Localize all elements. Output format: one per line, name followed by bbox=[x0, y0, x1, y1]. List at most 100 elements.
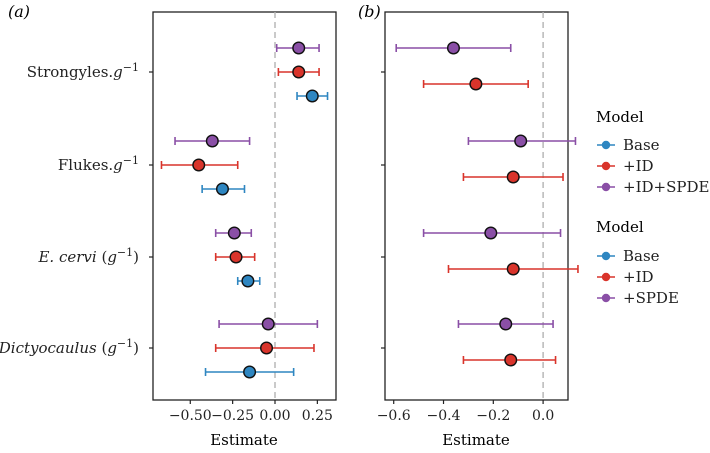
estimate-base bbox=[296, 89, 329, 103]
panel-a-x-axis: −0.50 −0.25 0.00 0.25 bbox=[169, 400, 333, 424]
category-label-name: Strongyles. bbox=[27, 63, 113, 81]
x-tick-label: 0.25 bbox=[302, 408, 333, 424]
estimate-base bbox=[236, 274, 261, 288]
point-estimate bbox=[243, 365, 257, 379]
panel-b-y-ticks bbox=[381, 71, 385, 349]
category-label-paren: ( bbox=[97, 248, 108, 266]
estimate-base bbox=[201, 182, 246, 196]
legend-item-label: +ID+SPDE bbox=[623, 178, 709, 196]
point-estimate bbox=[504, 353, 518, 367]
estimate-id bbox=[214, 250, 256, 264]
category-label-unit: g bbox=[107, 248, 117, 266]
legend-item: +ID bbox=[597, 157, 654, 175]
legend-key-dot bbox=[601, 161, 611, 171]
panel-b-frame bbox=[384, 11, 569, 401]
point-estimate bbox=[469, 77, 483, 91]
point-estimate bbox=[514, 134, 528, 148]
panel-a-estimates bbox=[160, 41, 329, 379]
point-estimate bbox=[192, 158, 206, 172]
legend-key-dot bbox=[601, 293, 611, 303]
estimate-id bbox=[160, 158, 239, 172]
category-label: E. cervi (g−1) bbox=[37, 246, 139, 266]
legend-key-dot bbox=[601, 182, 611, 192]
category-label-exponent: −1 bbox=[117, 246, 133, 259]
category-label: Strongyles.g−1 bbox=[27, 61, 139, 81]
category-label-exponent: −1 bbox=[117, 337, 133, 350]
panel-b-label: (b) bbox=[358, 2, 381, 21]
legend-item: +SPDE bbox=[597, 289, 679, 307]
point-estimate bbox=[205, 134, 219, 148]
point-estimate bbox=[305, 89, 319, 103]
panel-b-x-axis-title: Estimate bbox=[442, 431, 510, 449]
category-label-unit: g bbox=[107, 339, 117, 357]
point-estimate bbox=[499, 317, 513, 331]
legend-item: Base bbox=[597, 136, 660, 154]
point-estimate bbox=[260, 341, 274, 355]
estimate-id bbox=[422, 77, 529, 91]
estimate-id bbox=[277, 65, 320, 79]
x-tick-label: 0.00 bbox=[259, 408, 290, 424]
legend-key-dot bbox=[601, 140, 611, 150]
x-tick-label: −0.6 bbox=[377, 408, 411, 424]
panel-b: (b) −0.6 −0.4 −0.2 0.0 Estimate bbox=[358, 2, 579, 449]
panel-a-frame bbox=[152, 11, 337, 401]
point-estimate bbox=[229, 250, 243, 264]
legend-full-models: Model Base +ID +ID+SPDE bbox=[596, 108, 709, 196]
category-label-paren: ) bbox=[133, 248, 139, 266]
legend-spde-models-title: Model bbox=[596, 218, 644, 236]
estimate-spde bbox=[395, 41, 512, 55]
estimate-base bbox=[204, 365, 295, 379]
estimate-id bbox=[462, 170, 564, 184]
panel-a-label: (a) bbox=[8, 2, 30, 21]
estimate-id bbox=[214, 341, 315, 355]
category-label-paren: ( bbox=[97, 339, 108, 357]
category-label: Flukes.g−1 bbox=[58, 154, 139, 174]
category-label: Dictyocaulus (g−1) bbox=[0, 337, 139, 357]
x-tick-label: −0.2 bbox=[476, 408, 510, 424]
x-tick-label: −0.25 bbox=[211, 408, 254, 424]
point-estimate bbox=[261, 317, 275, 331]
legend-key-dot bbox=[601, 251, 611, 261]
point-estimate bbox=[215, 182, 229, 196]
category-label-name: Dictyocaulus bbox=[0, 339, 97, 357]
estimate-spde bbox=[422, 226, 562, 240]
legend-full-models-title: Model bbox=[596, 108, 644, 126]
category-label-name: E. cervi bbox=[37, 248, 96, 266]
legend-item: +ID bbox=[597, 268, 654, 286]
estimate-idspde bbox=[275, 41, 320, 55]
estimate-id bbox=[462, 353, 557, 367]
category-label-paren: ) bbox=[133, 339, 139, 357]
legend-item: +ID+SPDE bbox=[597, 178, 709, 196]
legend-item-label: +SPDE bbox=[623, 289, 679, 307]
point-estimate bbox=[446, 41, 460, 55]
panel-a-x-axis-title: Estimate bbox=[210, 431, 278, 449]
panel-b-estimates bbox=[395, 41, 579, 367]
point-estimate bbox=[227, 226, 241, 240]
legend-item-label: Base bbox=[623, 136, 660, 154]
estimate-id bbox=[447, 262, 579, 276]
estimate-idspde bbox=[218, 317, 319, 331]
legend-item-label: +ID bbox=[623, 157, 654, 175]
panel-b-x-axis: −0.6 −0.4 −0.2 0.0 bbox=[377, 400, 554, 424]
category-label-name: Flukes. bbox=[58, 156, 113, 174]
point-estimate bbox=[241, 274, 255, 288]
x-tick-label: −0.4 bbox=[427, 408, 461, 424]
category-label-exponent: −1 bbox=[123, 154, 139, 167]
estimate-idspde bbox=[214, 226, 253, 240]
estimate-idspde bbox=[174, 134, 251, 148]
legend-key-dot bbox=[601, 272, 611, 282]
estimate-spde bbox=[457, 317, 554, 331]
legend-item-label: Base bbox=[623, 247, 660, 265]
point-estimate bbox=[506, 262, 520, 276]
category-label-unit: g bbox=[113, 156, 123, 174]
x-tick-label: 0.0 bbox=[532, 408, 554, 424]
point-estimate bbox=[506, 170, 520, 184]
category-label-exponent: −1 bbox=[123, 61, 139, 74]
legend-item-label: +ID bbox=[623, 268, 654, 286]
category-label-unit: g bbox=[113, 63, 123, 81]
legend-item: Base bbox=[597, 247, 660, 265]
point-estimate bbox=[292, 65, 306, 79]
